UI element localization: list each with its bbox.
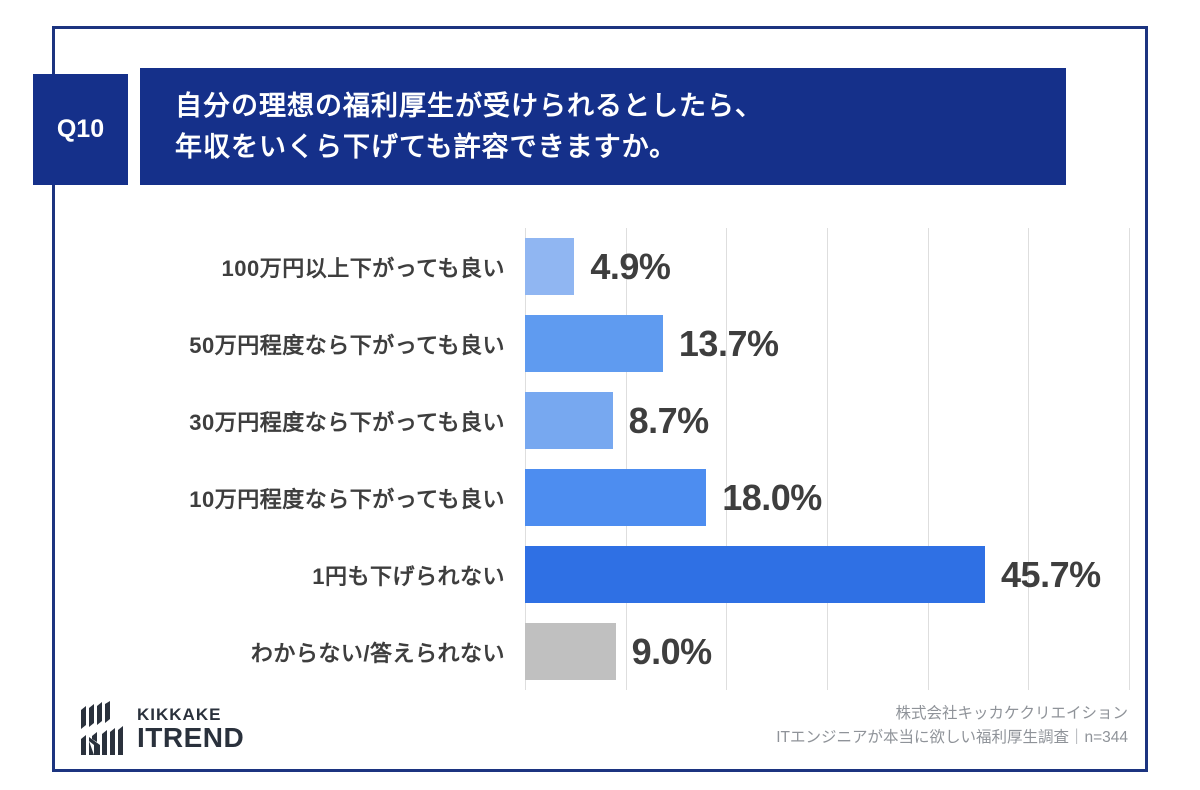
gridline-20 xyxy=(726,228,728,690)
question-title-box: 自分の理想の福利厚生が受けられるとしたら、 年収をいくら下げても許容できますか。 xyxy=(140,68,1066,185)
question-title-line2: 年収をいくら下げても許容できますか。 xyxy=(175,131,678,162)
question-number-badge: Q10 xyxy=(33,74,128,185)
footer-credit-company: 株式会社キッカケクリエイション xyxy=(895,705,1128,722)
bar-3 xyxy=(525,392,613,449)
kikkake-logo-icon xyxy=(81,701,123,755)
question-title-line1: 自分の理想の福利厚生が受けられるとしたら、 xyxy=(175,91,763,121)
category-label: わからない/答えられない xyxy=(250,640,505,666)
gridline-50 xyxy=(1028,228,1030,690)
question-number: Q10 xyxy=(56,115,105,143)
logo-text-kikkake: KIKKAKE xyxy=(137,704,222,724)
bar-4 xyxy=(525,469,707,526)
value-label: 45.7% xyxy=(1001,553,1101,595)
gridline-0 xyxy=(525,228,526,690)
gridline-40 xyxy=(927,228,929,690)
bar-1 xyxy=(525,238,575,295)
category-label: 1円も下げられない xyxy=(312,563,505,589)
bar-2 xyxy=(525,315,663,372)
value-label: 8.7% xyxy=(628,399,710,441)
value-label: 18.0% xyxy=(722,476,822,518)
category-label: 10万円程度なら下がっても良い xyxy=(189,486,505,512)
category-label: 30万円程度なら下がっても良い xyxy=(189,409,505,435)
chart-gridlines xyxy=(525,228,1130,690)
gridline-30 xyxy=(827,228,828,690)
bar-6 xyxy=(525,623,616,680)
footer-credit-survey: ITエンジニアが本当に欲しい福利厚生調査｜n=344 xyxy=(776,729,1128,747)
category-label: 50万円程度なら下がっても良い xyxy=(189,332,505,358)
logo-wordmark: KIKKAKE ITREND xyxy=(137,704,245,754)
bar-chart: 100万円以上下がっても良い 4.9% 50万円程度なら下がっても良い 13.7% 30… xyxy=(0,228,1130,690)
chart-row: 1円も下げられない 45.7% xyxy=(0,536,1128,613)
chart-row: わからない/答えられない 9.0% xyxy=(0,613,1128,690)
gridline-10 xyxy=(625,228,627,690)
footer-credit: 株式会社キッカケクリエイション ITエンジニアが本当に欲しい福利厚生調査｜n=3… xyxy=(776,702,1128,750)
bar-5 xyxy=(525,546,986,603)
value-label: 9.0% xyxy=(631,630,713,672)
value-label: 4.9% xyxy=(590,245,671,287)
value-label: 13.7% xyxy=(678,322,779,364)
chart-row: 100万円以上下がっても良い 4.9% xyxy=(0,228,1128,305)
chart-row: 10万円程度なら下がっても良い 18.0% xyxy=(0,459,1128,536)
logo-text-itrend: ITREND xyxy=(137,722,245,754)
kikkake-trend-logo: KIKKAKE ITREND xyxy=(78,698,244,760)
chart-row: 50万円程度なら下がっても良い 13.7% xyxy=(0,305,1128,382)
chart-row: 30万円程度なら下がっても良い 8.7% xyxy=(0,382,1128,459)
gridline-60 xyxy=(1129,228,1130,690)
category-label: 100万円以上下がっても良い xyxy=(221,255,505,281)
